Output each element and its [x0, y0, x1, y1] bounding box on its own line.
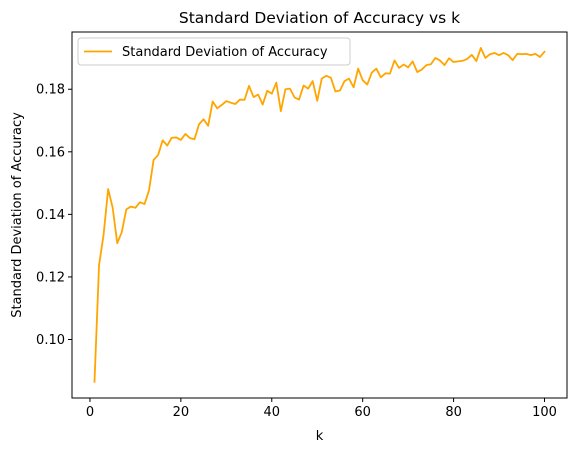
x-tick-label: 0 [86, 405, 94, 420]
x-axis: 0 20 40 60 80 100 [86, 398, 557, 420]
legend: Standard Deviation of Accuracy [77, 37, 351, 66]
y-tick-label: 0.16 [36, 145, 65, 160]
x-tick-label: 60 [354, 405, 371, 420]
x-tick-label: 20 [173, 405, 190, 420]
y-tick-label: 0.12 [36, 270, 65, 285]
y-tick-label: 0.18 [36, 83, 65, 98]
legend-label: Standard Deviation of Accuracy [122, 45, 328, 60]
x-tick-label: 80 [445, 405, 462, 420]
y-tick-label: 0.14 [36, 208, 65, 223]
series-layer [93, 47, 546, 383]
legend-box [77, 37, 351, 66]
y-tick-label: 0.10 [36, 333, 65, 348]
chart-title: Standard Deviation of Accuracy vs k [179, 9, 460, 27]
plot-frame [71, 31, 568, 399]
x-tick-label: 40 [263, 405, 280, 420]
y-axis-label: Standard Deviation of Accuracy [10, 112, 25, 318]
x-tick-label: 100 [532, 405, 557, 420]
y-axis: 0.10 0.12 0.14 0.16 0.18 [36, 83, 72, 348]
series-line [93, 47, 546, 383]
x-axis-label: k [316, 429, 324, 444]
